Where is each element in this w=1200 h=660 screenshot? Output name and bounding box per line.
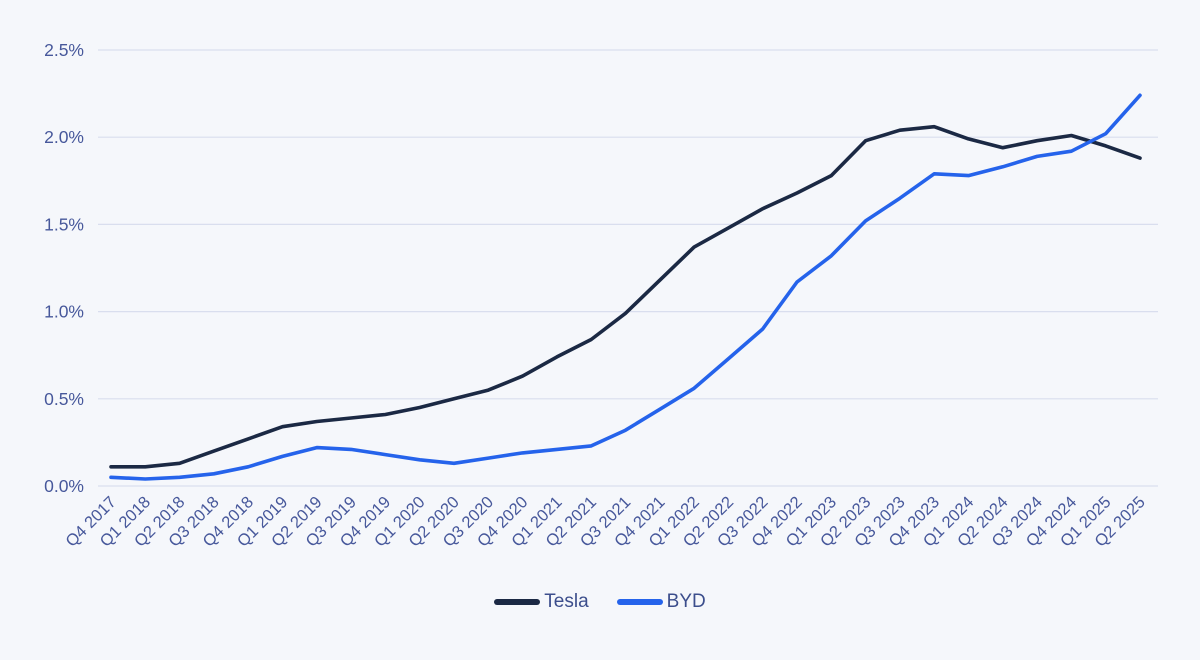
legend-label-tesla: Tesla xyxy=(544,591,589,612)
legend-label-byd: BYD xyxy=(666,591,706,612)
chart-legend: Tesla BYD xyxy=(0,591,1200,613)
legend-item-tesla: Tesla xyxy=(494,591,589,613)
series-line-byd xyxy=(109,93,1142,481)
series-line-tesla xyxy=(109,124,1142,469)
legend-item-byd: BYD xyxy=(616,591,706,613)
legend-line-swatch-byd xyxy=(616,599,663,605)
y-axis-tick-label: 2.5% xyxy=(44,40,84,60)
y-axis-tick-label: 0.0% xyxy=(44,476,84,496)
legend-line-swatch-tesla xyxy=(494,599,541,605)
y-axis-tick-label: 1.5% xyxy=(44,214,84,234)
y-axis-tick-label: 0.5% xyxy=(44,389,84,409)
y-axis-tick-label: 1.0% xyxy=(44,302,84,322)
y-axis-tick-label: 2.0% xyxy=(44,127,84,147)
